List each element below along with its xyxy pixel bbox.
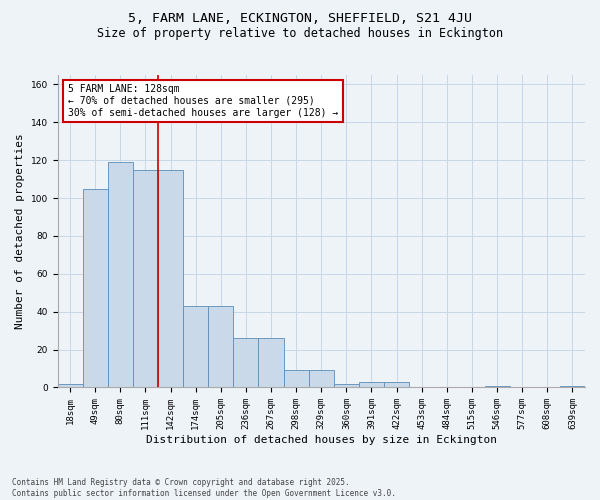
Text: Size of property relative to detached houses in Eckington: Size of property relative to detached ho…	[97, 28, 503, 40]
Bar	[158, 170, 183, 388]
Bar	[58, 384, 83, 388]
Bar	[485, 386, 509, 388]
Bar	[334, 384, 359, 388]
Bar	[183, 306, 208, 388]
Bar	[359, 382, 384, 388]
Bar	[309, 370, 334, 388]
Bar	[208, 306, 233, 388]
Bar	[384, 382, 409, 388]
X-axis label: Distribution of detached houses by size in Eckington: Distribution of detached houses by size …	[146, 435, 497, 445]
Bar	[233, 338, 259, 388]
Bar	[133, 170, 158, 388]
Bar	[108, 162, 133, 388]
Text: 5 FARM LANE: 128sqm
← 70% of detached houses are smaller (295)
30% of semi-detac: 5 FARM LANE: 128sqm ← 70% of detached ho…	[68, 84, 338, 117]
Text: Contains HM Land Registry data © Crown copyright and database right 2025.
Contai: Contains HM Land Registry data © Crown c…	[12, 478, 396, 498]
Bar	[259, 338, 284, 388]
Bar	[284, 370, 309, 388]
Bar	[560, 386, 585, 388]
Y-axis label: Number of detached properties: Number of detached properties	[15, 134, 25, 329]
Bar	[83, 188, 108, 388]
Text: 5, FARM LANE, ECKINGTON, SHEFFIELD, S21 4JU: 5, FARM LANE, ECKINGTON, SHEFFIELD, S21 …	[128, 12, 472, 26]
